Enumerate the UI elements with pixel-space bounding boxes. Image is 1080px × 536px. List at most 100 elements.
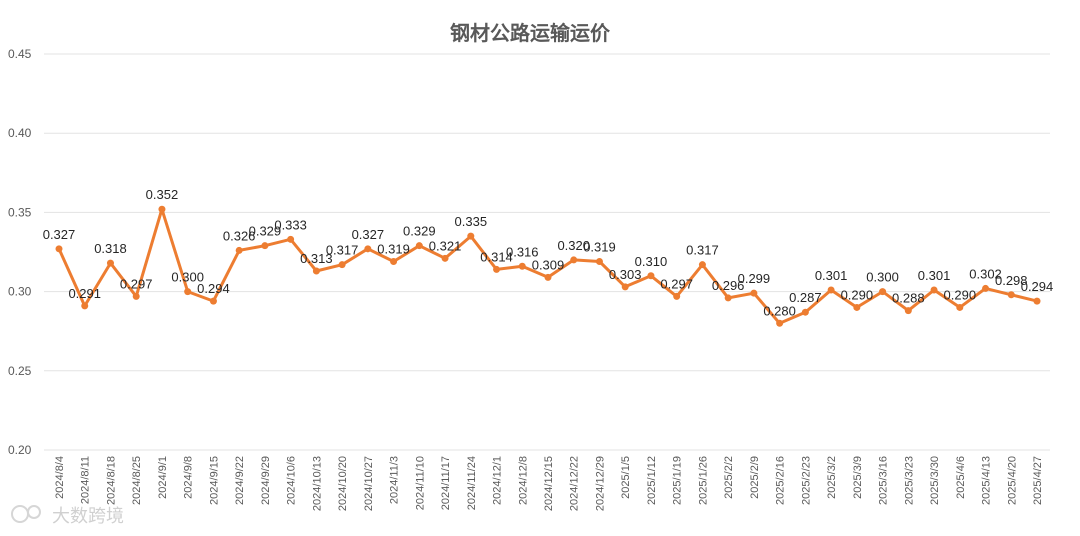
y-tick-label: 0.45	[8, 47, 32, 61]
data-label: 0.329	[249, 224, 282, 239]
data-point	[982, 284, 990, 292]
data-point	[930, 286, 938, 294]
data-label: 0.317	[686, 243, 719, 258]
x-tick-label: 2025/4/13	[981, 456, 993, 505]
data-label: 0.321	[429, 238, 462, 253]
data-label: 0.310	[635, 254, 668, 269]
data-label: 0.287	[789, 290, 822, 305]
data-label: 0.318	[94, 241, 127, 256]
x-tick-label: 2025/1/26	[697, 456, 709, 505]
x-tick-label: 2025/2/16	[775, 456, 787, 505]
data-label: 0.290	[944, 287, 977, 302]
data-label: 0.329	[403, 224, 436, 239]
data-label: 0.300	[171, 270, 204, 285]
data-point	[261, 242, 269, 250]
x-tick-label: 2024/12/22	[569, 456, 581, 511]
data-label: 0.288	[892, 291, 925, 306]
data-point	[750, 289, 758, 297]
data-point	[312, 267, 320, 275]
data-label: 0.327	[352, 227, 385, 242]
data-point	[724, 294, 732, 302]
x-tick-label: 2025/2/2	[723, 456, 735, 499]
y-tick-label: 0.30	[8, 285, 32, 299]
data-label: 0.302	[969, 266, 1002, 281]
data-label: 0.298	[995, 273, 1028, 288]
data-label: 0.319	[377, 242, 410, 257]
data-point	[647, 272, 655, 280]
x-tick-label: 2025/1/12	[646, 456, 658, 505]
data-point	[55, 245, 63, 253]
x-tick-label: 2024/10/13	[311, 456, 323, 511]
data-point	[106, 259, 114, 267]
y-tick-label: 0.40	[8, 126, 32, 140]
data-point	[338, 261, 346, 269]
data-label: 0.294	[1021, 279, 1054, 294]
data-point	[493, 265, 501, 273]
x-tick-label: 2025/4/6	[955, 456, 967, 499]
x-tick-label: 2024/8/18	[105, 456, 117, 505]
data-point	[853, 303, 861, 311]
data-label: 0.297	[120, 276, 153, 291]
data-label: 0.309	[532, 257, 565, 272]
data-point	[390, 258, 398, 266]
data-point	[544, 273, 552, 281]
data-point	[956, 303, 964, 311]
data-point	[364, 245, 372, 253]
x-tick-label: 2024/11/3	[389, 456, 401, 504]
data-point	[1033, 297, 1041, 305]
data-point	[287, 235, 295, 243]
data-label: 0.294	[197, 281, 230, 296]
x-tick-label: 2024/9/29	[260, 456, 272, 505]
data-point	[776, 319, 784, 327]
x-tick-label: 2024/11/24	[466, 456, 478, 510]
data-label: 0.319	[583, 240, 616, 255]
data-label: 0.333	[274, 217, 307, 232]
data-point	[184, 288, 192, 296]
data-point	[827, 286, 835, 294]
data-point	[673, 292, 681, 300]
data-point	[801, 308, 809, 316]
data-label: 0.300	[866, 270, 899, 285]
x-tick-label: 2025/3/23	[903, 456, 915, 505]
x-tick-label: 2024/9/1	[157, 456, 169, 499]
x-tick-label: 2025/3/30	[929, 456, 941, 505]
data-point	[132, 292, 140, 300]
x-tick-label: 2024/10/20	[337, 456, 349, 511]
y-tick-label: 0.20	[8, 443, 32, 457]
data-point	[441, 254, 449, 262]
data-label: 0.301	[918, 268, 951, 283]
data-point	[621, 283, 629, 291]
x-tick-label: 2024/9/15	[208, 456, 220, 505]
x-tick-label: 2024/12/8	[517, 456, 529, 505]
x-tick-label: 2025/4/20	[1006, 456, 1018, 505]
chart-title: 钢材公路运输运价	[450, 21, 611, 45]
x-tick-label: 2024/8/4	[54, 456, 66, 499]
data-point	[698, 261, 706, 269]
data-point	[158, 205, 166, 213]
data-label: 0.303	[609, 267, 642, 282]
data-point	[81, 302, 89, 310]
x-tick-label: 2024/11/17	[440, 456, 452, 510]
y-tick-label: 0.35	[8, 205, 32, 219]
data-label: 0.280	[763, 303, 796, 318]
data-label: 0.320	[557, 238, 590, 253]
x-tick-label: 2024/9/22	[234, 456, 246, 505]
data-label: 0.314	[480, 249, 513, 264]
data-point	[570, 256, 578, 264]
data-label: 0.326	[223, 228, 256, 243]
data-label: 0.297	[660, 276, 693, 291]
data-point	[415, 242, 423, 250]
data-point	[235, 246, 243, 254]
y-tick-label: 0.25	[8, 364, 32, 378]
watermark: 大数跨境	[11, 505, 124, 527]
data-label: 0.327	[43, 227, 76, 242]
data-point	[595, 258, 603, 266]
x-tick-label: 2024/9/8	[183, 456, 195, 499]
data-label: 0.290	[841, 287, 874, 302]
x-tick-label: 2024/12/1	[492, 456, 504, 505]
watermark-text: 大数跨境	[52, 506, 124, 527]
data-label: 0.352	[146, 187, 179, 202]
data-label: 0.335	[455, 214, 488, 229]
y-axis-ticks: 0.20 0.25 0.30 0.35 0.40 0.45	[8, 47, 32, 457]
